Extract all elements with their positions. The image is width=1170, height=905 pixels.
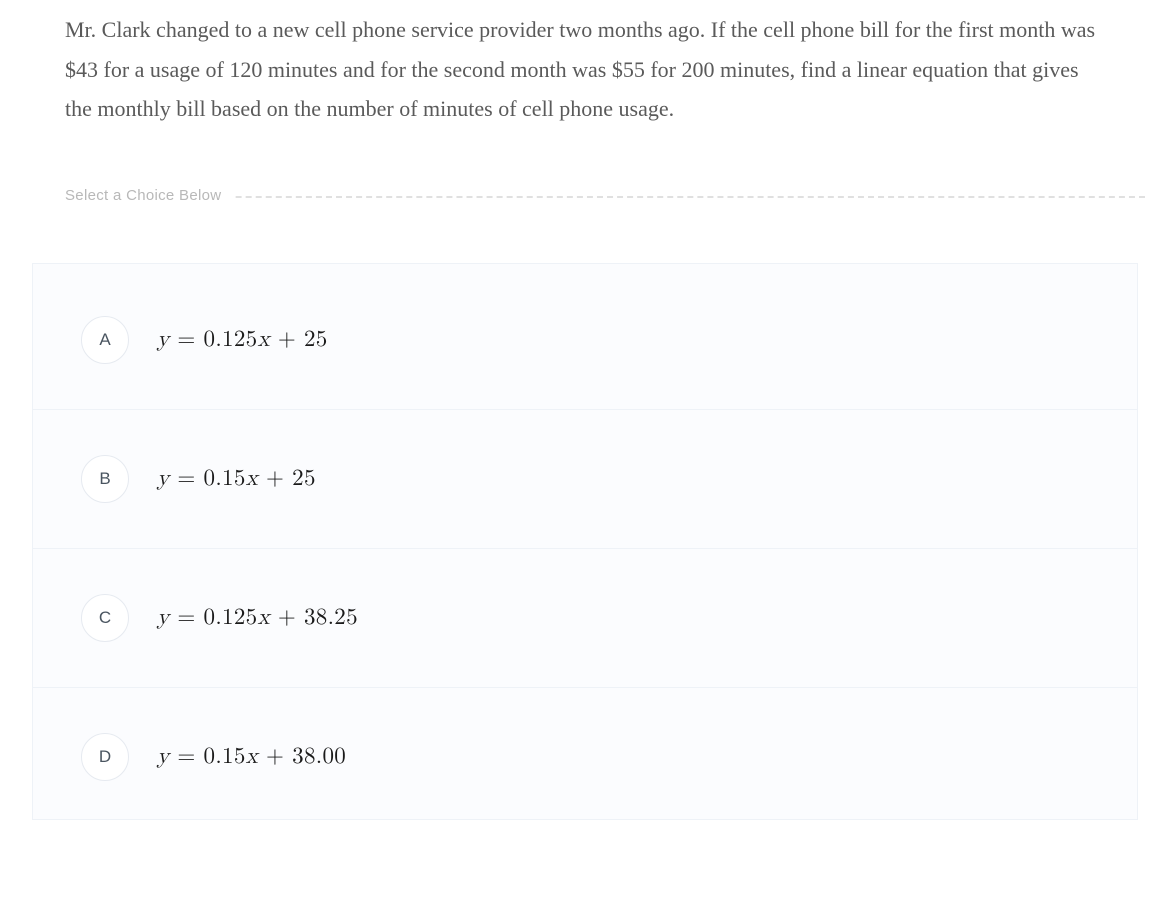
choice-formula: y = 0.125x + 25: [157, 326, 328, 354]
choice-badge: C: [81, 594, 129, 642]
choice-formula: y = 0.15x + 38.00: [157, 743, 346, 771]
choice-formula: y = 0.125x + 38.25: [157, 604, 358, 632]
choice-prompt-label: Select a Choice Below: [65, 187, 235, 204]
choice-option-a[interactable]: A y = 0.125x + 25: [33, 264, 1137, 410]
choice-option-b[interactable]: B y = 0.15x + 25: [33, 410, 1137, 549]
choice-badge: D: [81, 733, 129, 781]
choice-badge: B: [81, 455, 129, 503]
choice-prompt-row: Select a Choice Below: [65, 187, 1105, 205]
choice-option-d[interactable]: D y = 0.15x + 38.00: [33, 688, 1137, 819]
choice-badge: A: [81, 316, 129, 364]
choice-option-c[interactable]: C y = 0.125x + 38.25: [33, 549, 1137, 688]
choices-box: A y = 0.125x + 25 B y = 0.15x + 25 C y =…: [32, 263, 1138, 820]
choice-formula: y = 0.15x + 25: [157, 465, 316, 493]
question-container: Mr. Clark changed to a new cell phone se…: [0, 0, 1170, 820]
question-text: Mr. Clark changed to a new cell phone se…: [65, 10, 1105, 129]
